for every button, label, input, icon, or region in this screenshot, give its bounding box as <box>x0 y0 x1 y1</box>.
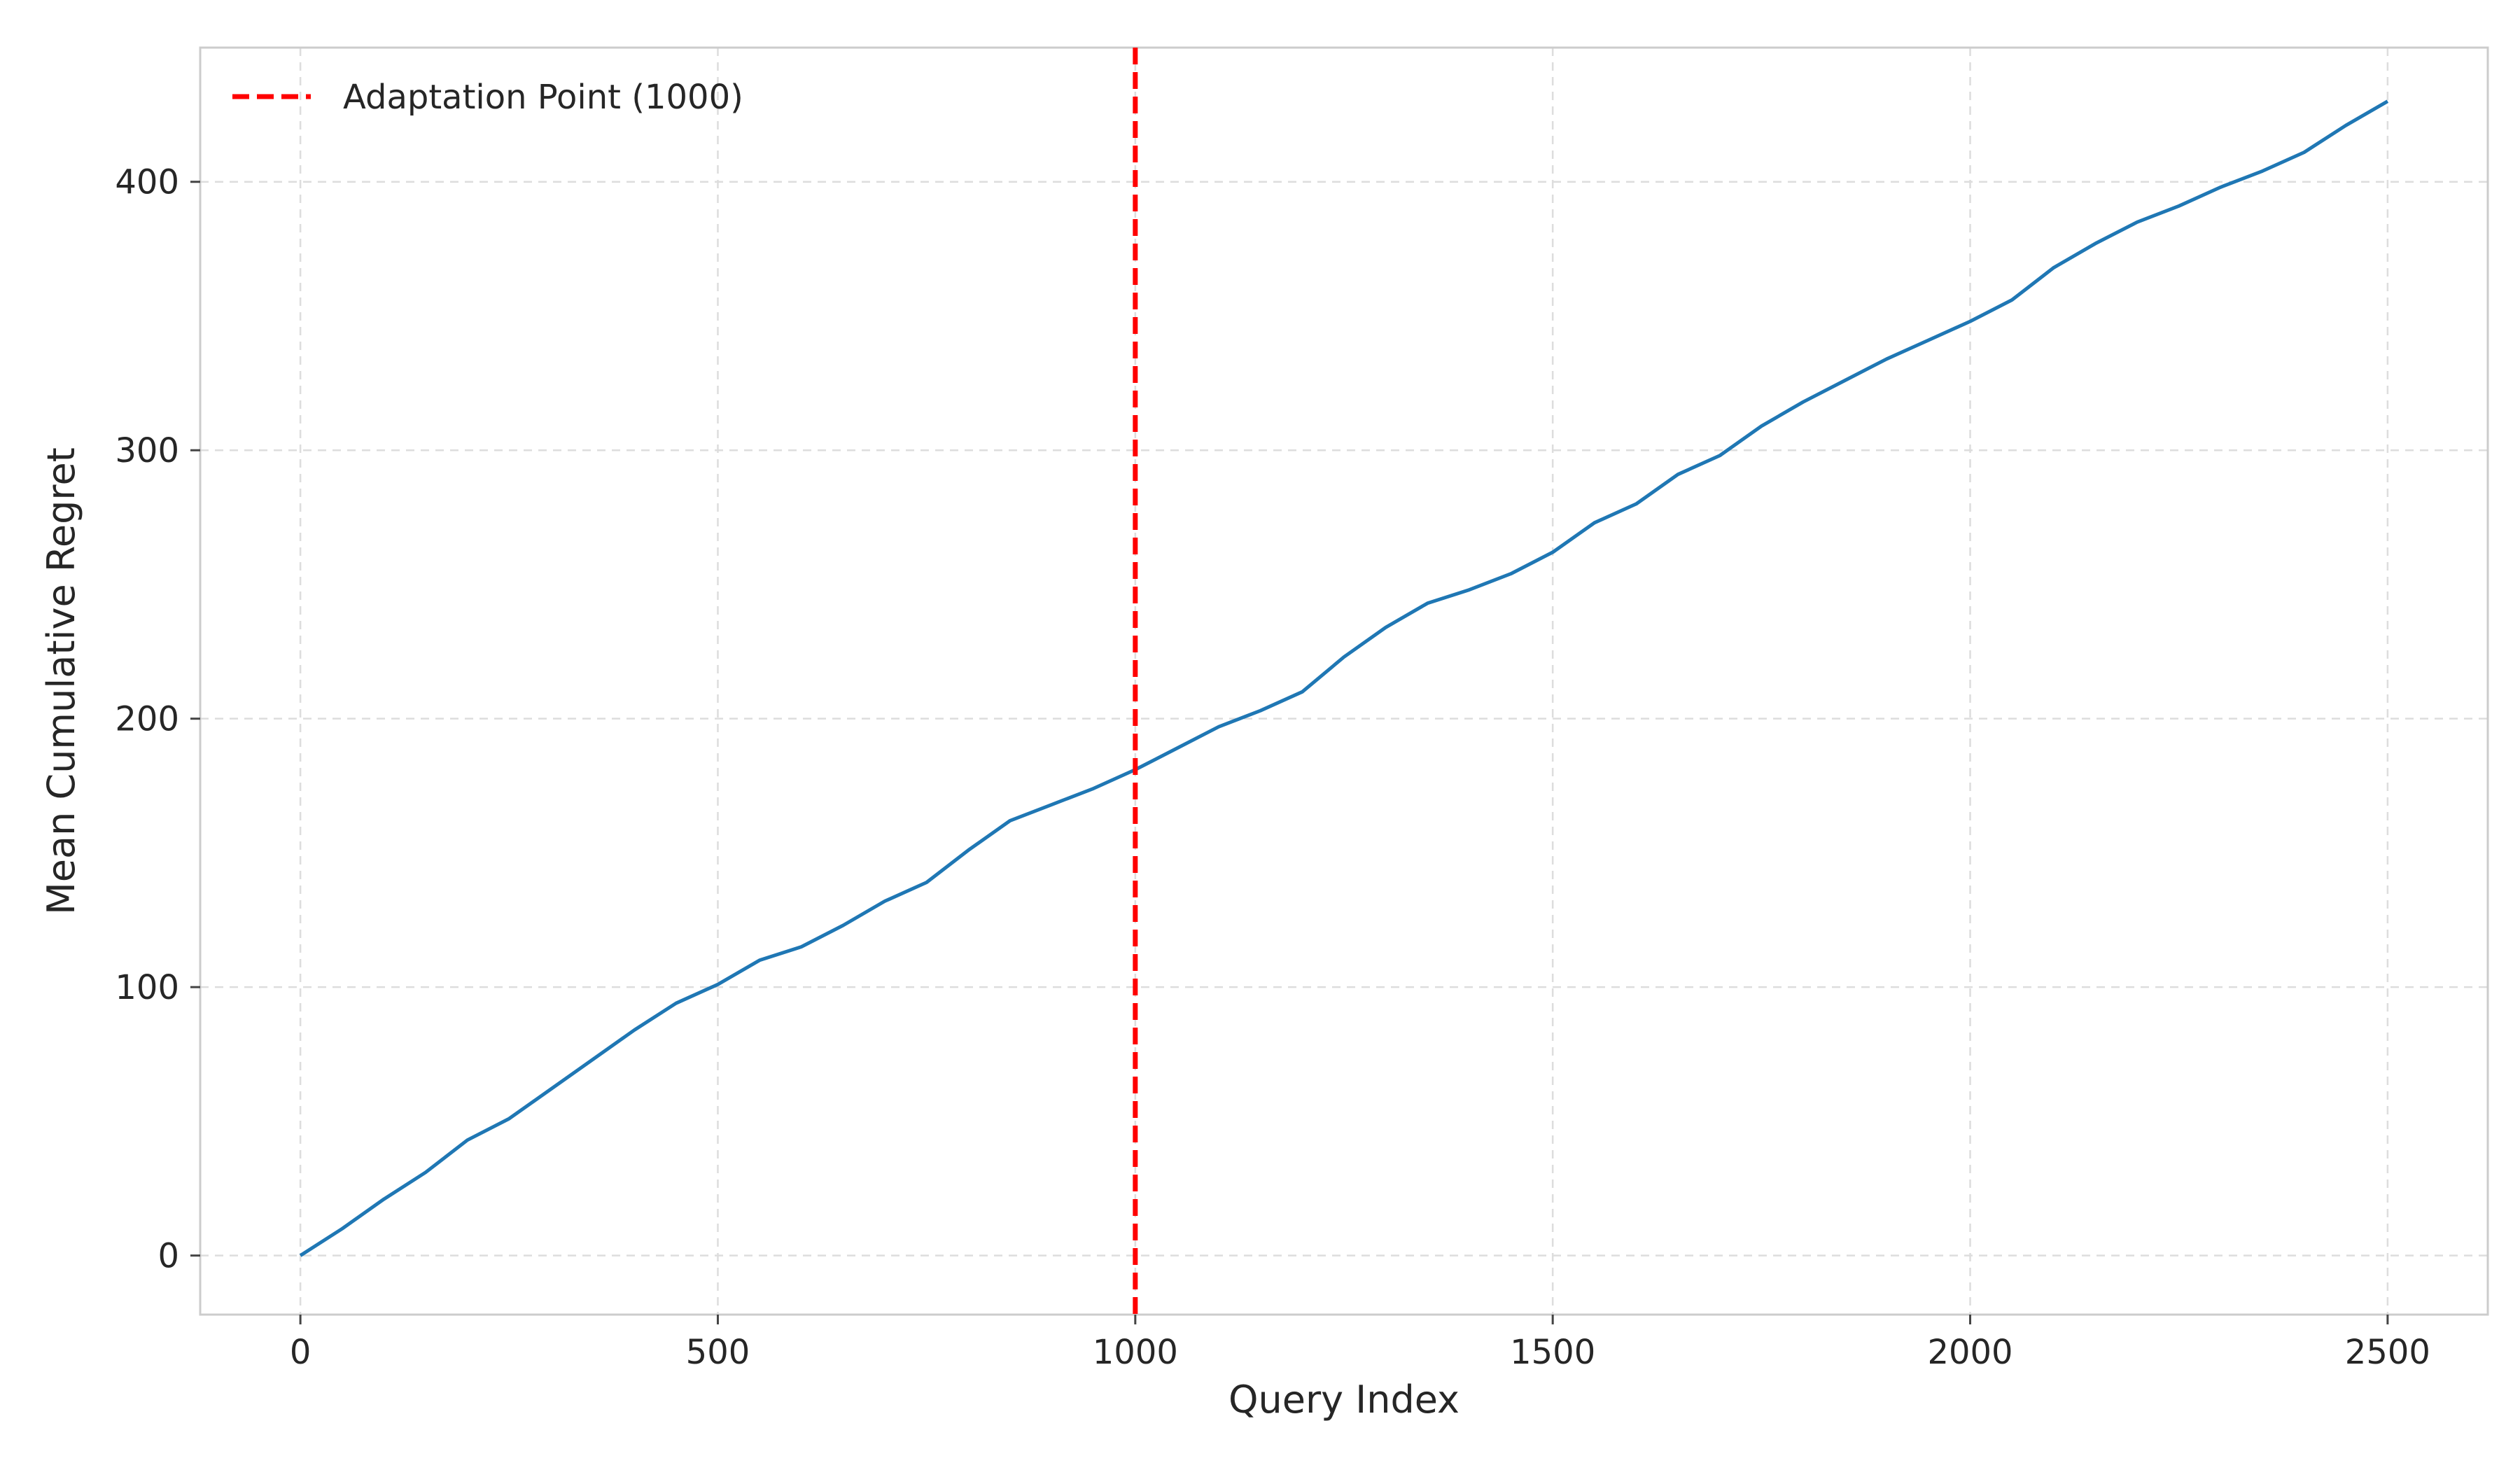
x-tick-label: 500 <box>686 1333 750 1372</box>
x-tick-label: 1000 <box>1093 1333 1178 1372</box>
legend-label: Adaptation Point (1000) <box>343 78 743 117</box>
series-layer <box>299 48 2389 1315</box>
plot-area-frame <box>199 46 2489 1316</box>
x-tick-label: 0 <box>290 1333 312 1372</box>
y-tick-label: 300 <box>115 431 179 470</box>
y-tick-label: 400 <box>115 163 179 202</box>
x-tick-label: 1500 <box>1510 1333 1595 1372</box>
x-tick-label: 2500 <box>2345 1333 2430 1372</box>
legend: Adaptation Point (1000) <box>232 78 743 117</box>
grid-lines <box>200 48 2488 1315</box>
x-axis-title: Query Index <box>1228 1378 1460 1422</box>
y-tick-label: 100 <box>115 968 179 1007</box>
regret-series-line <box>299 99 2389 1257</box>
y-tick-label: 200 <box>115 700 179 739</box>
x-tick-label: 2000 <box>1927 1333 2012 1372</box>
y-axis-title: Mean Cumulative Regret <box>39 447 83 915</box>
axis-ticks: 0 500 1000 1500 2000 2500 0 100 200 300 400 <box>115 163 2430 1372</box>
y-tick-label: 0 <box>158 1237 179 1276</box>
